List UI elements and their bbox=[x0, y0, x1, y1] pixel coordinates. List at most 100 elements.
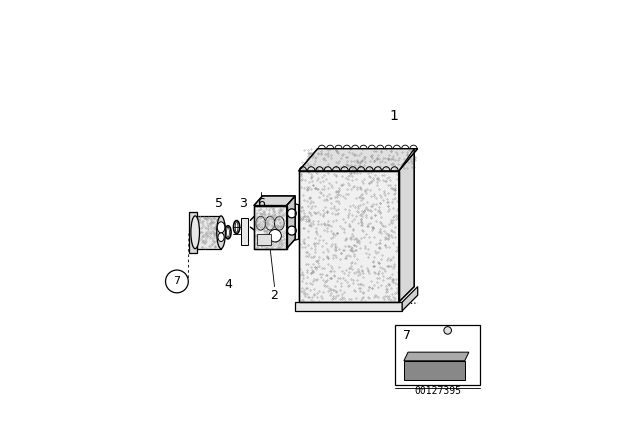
Point bbox=[209, 224, 220, 232]
Point bbox=[260, 222, 270, 229]
Point bbox=[356, 213, 367, 220]
Point bbox=[305, 209, 316, 216]
Point bbox=[215, 238, 225, 245]
Point bbox=[310, 154, 321, 161]
Point bbox=[318, 237, 328, 244]
Point bbox=[374, 203, 385, 210]
Point bbox=[303, 166, 313, 173]
Point bbox=[352, 255, 362, 263]
Point bbox=[370, 172, 380, 179]
Point bbox=[254, 236, 264, 243]
Point bbox=[386, 231, 396, 238]
Point bbox=[266, 212, 276, 220]
Point bbox=[252, 221, 262, 228]
Point bbox=[320, 221, 330, 228]
Point bbox=[193, 231, 203, 238]
Point bbox=[360, 213, 371, 220]
Point bbox=[340, 234, 351, 241]
Point bbox=[322, 254, 332, 261]
Point bbox=[353, 202, 363, 209]
Point bbox=[339, 246, 349, 254]
Point bbox=[366, 177, 376, 185]
Point bbox=[367, 226, 378, 233]
Point bbox=[380, 266, 390, 273]
Point bbox=[354, 238, 364, 245]
Point bbox=[369, 157, 380, 164]
Point bbox=[374, 206, 384, 213]
Point bbox=[274, 209, 284, 216]
Point bbox=[204, 221, 214, 228]
Point bbox=[323, 153, 333, 160]
Point bbox=[320, 279, 330, 286]
Point bbox=[315, 188, 325, 195]
Point bbox=[393, 156, 403, 163]
Point bbox=[271, 224, 282, 231]
Point bbox=[254, 234, 264, 241]
Point bbox=[376, 149, 386, 156]
Point bbox=[275, 215, 285, 223]
Point bbox=[349, 152, 359, 159]
Point bbox=[358, 270, 368, 277]
Point bbox=[371, 148, 381, 155]
Point bbox=[303, 228, 313, 235]
Point bbox=[369, 147, 379, 154]
Point bbox=[310, 249, 320, 256]
Point bbox=[392, 281, 402, 288]
Point bbox=[392, 213, 402, 220]
Point bbox=[346, 246, 356, 253]
Point bbox=[377, 171, 387, 178]
Point bbox=[354, 284, 364, 291]
Point bbox=[406, 155, 416, 163]
Point bbox=[383, 232, 394, 239]
Point bbox=[303, 184, 314, 191]
Point bbox=[332, 192, 342, 199]
Point bbox=[341, 160, 351, 167]
Point bbox=[262, 230, 272, 237]
Point bbox=[340, 194, 350, 201]
Point bbox=[299, 239, 309, 246]
Point bbox=[311, 239, 321, 246]
Point bbox=[298, 215, 308, 222]
Point bbox=[305, 198, 316, 205]
Point bbox=[310, 228, 321, 235]
Point bbox=[200, 230, 210, 237]
Point bbox=[298, 197, 308, 204]
Point bbox=[195, 213, 205, 220]
Point bbox=[366, 278, 376, 285]
Point bbox=[259, 209, 269, 216]
Point bbox=[204, 229, 214, 236]
Point bbox=[390, 215, 401, 223]
Point bbox=[350, 288, 360, 295]
Point bbox=[392, 197, 402, 204]
Point bbox=[266, 244, 276, 251]
Point bbox=[264, 221, 274, 228]
Point bbox=[383, 151, 394, 158]
Point bbox=[317, 185, 327, 192]
Point bbox=[259, 233, 269, 240]
Point bbox=[376, 214, 387, 221]
Point bbox=[252, 212, 262, 219]
Point bbox=[269, 221, 280, 228]
Point bbox=[205, 224, 216, 232]
Point bbox=[205, 228, 216, 235]
Point bbox=[348, 269, 358, 276]
Polygon shape bbox=[299, 149, 418, 171]
Point bbox=[316, 293, 326, 300]
Point bbox=[275, 206, 285, 213]
Point bbox=[330, 244, 340, 251]
Point bbox=[316, 274, 326, 281]
Point bbox=[390, 186, 401, 193]
Point bbox=[212, 216, 222, 224]
Point bbox=[386, 148, 396, 155]
Point bbox=[356, 190, 367, 198]
Polygon shape bbox=[402, 287, 418, 311]
Point bbox=[344, 264, 355, 271]
Point bbox=[214, 239, 225, 246]
Point bbox=[347, 231, 357, 238]
Point bbox=[348, 183, 358, 190]
Point bbox=[211, 221, 221, 228]
Text: 7: 7 bbox=[403, 329, 411, 342]
Point bbox=[380, 223, 390, 230]
Point bbox=[269, 223, 279, 230]
Point bbox=[378, 265, 388, 272]
